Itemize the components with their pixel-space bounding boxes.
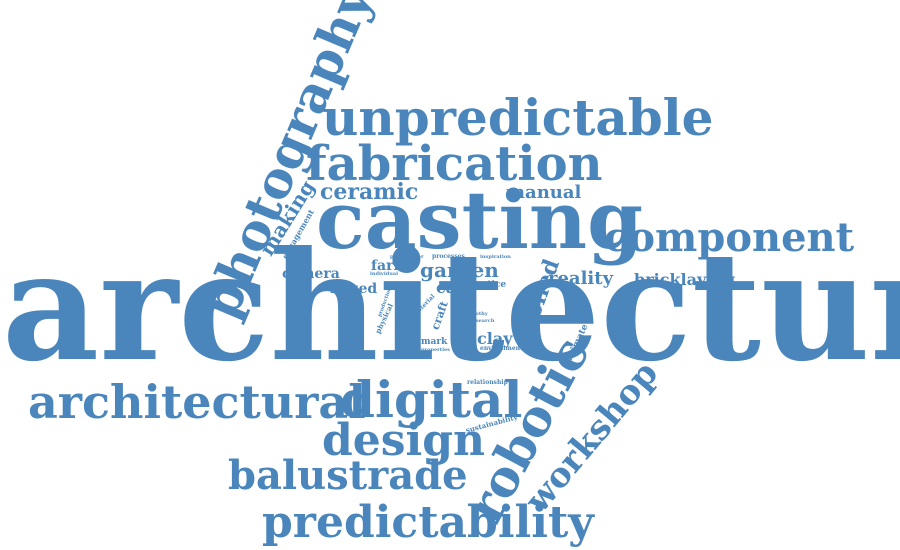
word-ceramic: ceramic <box>320 179 419 205</box>
word-individual: individual <box>370 271 399 277</box>
word-bothy: bothy <box>472 311 488 317</box>
word-properties: properties <box>421 347 450 353</box>
word-architecture: architecture <box>2 219 900 395</box>
word-camera: camera <box>282 266 340 282</box>
word-architectural: architectural <box>28 375 366 429</box>
word-fabrication: fabrication <box>306 136 603 192</box>
word-practitioner: practitioner <box>390 254 424 260</box>
word-predictability: predictability <box>262 497 594 548</box>
word-mark: mark <box>421 337 448 347</box>
word-reality: reality <box>548 268 614 289</box>
word-casting: casting <box>316 173 644 267</box>
word-research: research <box>470 318 495 324</box>
word-garden: garden <box>420 258 499 282</box>
word-manual: manual <box>506 182 582 203</box>
word-inspiration: inspiration <box>480 254 511 260</box>
word-environment: environment <box>480 345 523 352</box>
word-clay: clay <box>477 329 513 348</box>
word-cast: cast <box>436 278 473 297</box>
word-mixed: mixed <box>330 281 378 297</box>
word-farm: farm <box>371 258 409 274</box>
word-unpredictable: unpredictable <box>322 88 714 147</box>
word-relationship: relationship <box>467 379 508 386</box>
word-practice: practice <box>465 280 507 290</box>
word-component: component <box>604 214 855 261</box>
word-bricklaying: bricklaying <box>634 270 736 289</box>
word-digital: digital <box>340 370 523 429</box>
word-processes: processes <box>432 253 465 260</box>
word-design: design <box>322 415 486 466</box>
word-balustrade: balustrade <box>228 452 468 499</box>
